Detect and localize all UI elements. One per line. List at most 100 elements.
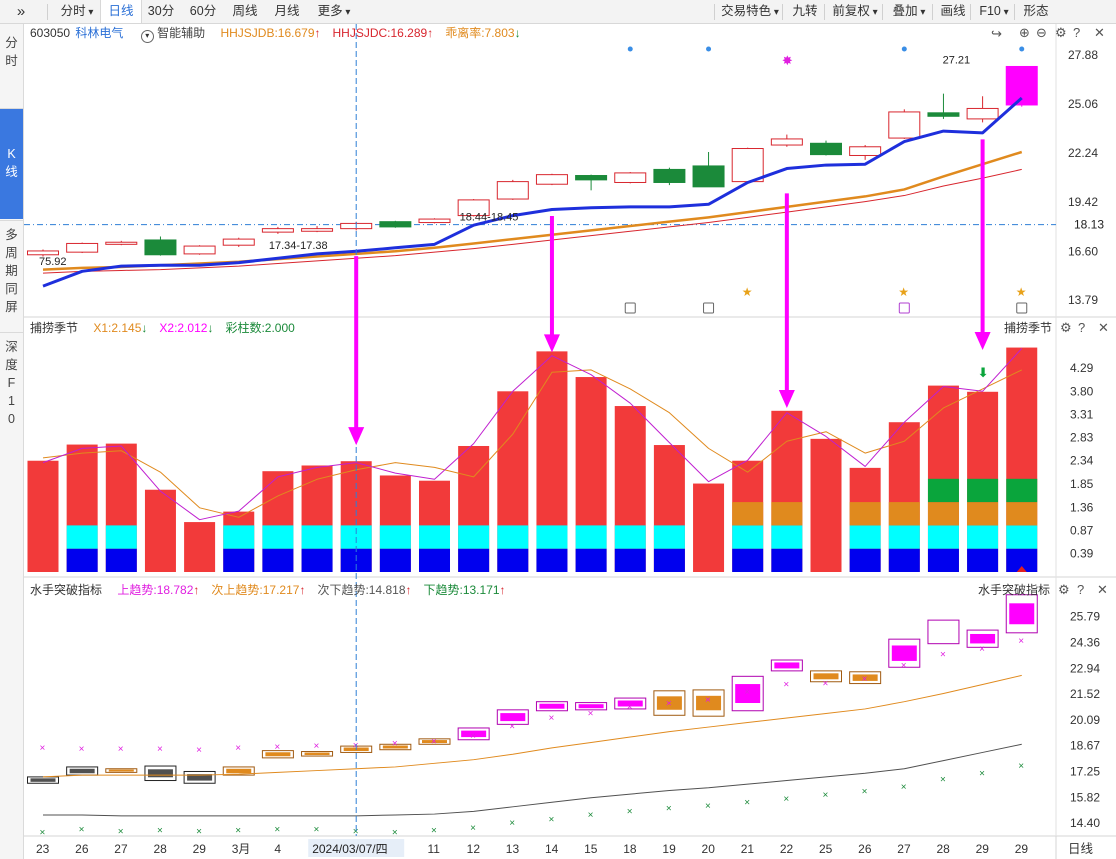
x-tick-label: 14 xyxy=(545,842,559,856)
zoom-out-icon[interactable]: ⊖ xyxy=(1036,25,1047,40)
x-tick-label: 28 xyxy=(936,842,950,856)
breakout-box-fill xyxy=(500,713,526,722)
sidebar-tab-kline[interactable]: K线 xyxy=(0,109,23,219)
up-trend-mark-icon: × xyxy=(509,721,515,732)
help-icon[interactable]: ? xyxy=(1073,25,1081,40)
candle[interactable] xyxy=(27,250,59,256)
candle[interactable] xyxy=(966,107,999,120)
candle[interactable] xyxy=(731,148,764,183)
close-icon[interactable]: ✕ xyxy=(1094,25,1105,40)
breakout-box-fill xyxy=(422,740,447,744)
panel3-title[interactable]: 水手突破指标 xyxy=(30,583,103,597)
tab-period-3[interactable]: 60分 xyxy=(182,0,224,23)
candle[interactable] xyxy=(810,142,842,156)
histogram-bar[interactable] xyxy=(184,522,216,572)
sidebar-tab-f10[interactable]: 深度F10 xyxy=(0,338,23,438)
histogram-bar[interactable] xyxy=(144,489,176,572)
note-marker-icon[interactable] xyxy=(898,302,910,314)
candle[interactable] xyxy=(849,146,882,156)
magenta-arrow-head-icon xyxy=(778,390,795,409)
star-marker-icon: ★ xyxy=(742,285,753,299)
x-tick-label: 29 xyxy=(1015,842,1029,856)
price-annotation: 18.44-18.45 xyxy=(460,211,519,223)
candle[interactable] xyxy=(418,218,451,224)
settings-icon[interactable]: ⚙ xyxy=(1058,582,1070,597)
y-tick-label: 3.80 xyxy=(1070,384,1094,398)
toolbar-button-2[interactable]: 前复权 ▾ xyxy=(826,0,884,23)
up-trend-mark-icon: × xyxy=(118,744,124,755)
candle[interactable] xyxy=(105,241,138,245)
indicator-value: HHJSJDB:16.679 xyxy=(220,26,315,40)
up-trend-mark-icon: × xyxy=(1018,636,1024,647)
histogram-bar[interactable] xyxy=(810,438,842,572)
help-icon[interactable]: ? xyxy=(1077,582,1085,597)
candle[interactable] xyxy=(457,199,490,217)
candle[interactable] xyxy=(301,228,334,232)
candle[interactable] xyxy=(222,238,255,246)
down-trend-mark-icon: × xyxy=(314,825,320,836)
candle[interactable] xyxy=(614,172,647,183)
y-tick-label: 0.87 xyxy=(1070,524,1094,538)
candle[interactable] xyxy=(261,228,294,233)
toolbar-button-1[interactable]: 九转 xyxy=(784,0,826,23)
histogram-bar[interactable] xyxy=(693,483,725,572)
candle[interactable] xyxy=(66,242,99,253)
tab-daily[interactable]: 日线 xyxy=(100,0,142,23)
toolbar-button-0[interactable]: 交易特色 ▾ xyxy=(716,0,784,23)
color-band-segment xyxy=(614,525,646,549)
settings-icon[interactable]: ⚙ xyxy=(1060,320,1072,335)
histogram-bar[interactable] xyxy=(27,460,59,572)
sidebar-tab-multi-period[interactable]: 多周期同屏 xyxy=(0,226,23,326)
color-band-segment xyxy=(888,502,920,526)
x-tick-label: 19 xyxy=(662,842,676,856)
x-tick-label: 3月 xyxy=(232,842,251,856)
candle[interactable] xyxy=(496,181,529,200)
smart-assist-label[interactable]: 智能辅助 xyxy=(157,26,206,40)
toolbar-divider xyxy=(1014,4,1015,20)
candle[interactable] xyxy=(770,138,803,146)
candle[interactable] xyxy=(575,175,608,181)
toolbar-button-6[interactable]: 形态 xyxy=(1016,0,1056,23)
up-trend-mark-icon: × xyxy=(79,744,85,755)
sidebar-divider xyxy=(0,108,23,109)
settings-icon[interactable]: ⚙ xyxy=(1055,25,1067,40)
share-icon[interactable]: ↪ xyxy=(991,26,1002,41)
toolbar-button-label: 前复权 xyxy=(832,4,870,18)
stock-name[interactable]: 科林电气 xyxy=(75,26,124,40)
up-trend-mark-icon: × xyxy=(862,674,868,685)
candle[interactable] xyxy=(927,112,960,117)
note-marker-icon[interactable] xyxy=(703,302,715,314)
toolbar-button-5[interactable]: F10 ▾ xyxy=(972,0,1016,23)
candle[interactable] xyxy=(888,111,921,139)
color-band-segment xyxy=(888,525,920,549)
note-marker-icon[interactable] xyxy=(624,302,636,314)
panel3-indicators: 上趋势:18.782↑ 次上趋势:17.217↑ 次下趋势:14.818↑ 下趋势:1… xyxy=(105,583,505,597)
candle[interactable] xyxy=(144,239,177,256)
candle[interactable] xyxy=(535,174,568,185)
panel2-indicators: X1:2.145↓ X2:2.012↓ 彩柱数:2.000 xyxy=(81,321,294,335)
zoom-in-icon[interactable]: ⊕ xyxy=(1019,25,1030,40)
panel2-title[interactable]: 捕捞季节 xyxy=(30,321,79,335)
panel2-title-right[interactable]: 捕捞季节 xyxy=(1004,321,1053,335)
current-price-box xyxy=(1058,216,1114,233)
candle[interactable] xyxy=(692,165,725,188)
close-icon[interactable]: ✕ xyxy=(1098,320,1109,335)
panel3-title-right[interactable]: 水手突破指标 xyxy=(978,583,1051,597)
note-marker-icon[interactable] xyxy=(1016,302,1028,314)
help-icon[interactable]: ? xyxy=(1078,320,1086,335)
stock-chart[interactable]: 75.92 17.34-17.38 18.44-18.45 27.21 ✸ ★ ★ ★ ⬇ ×… xyxy=(24,24,1116,859)
sidebar-tab-fenshi[interactable]: 分时 xyxy=(0,34,23,82)
close-icon[interactable]: ✕ xyxy=(1097,582,1108,597)
tab-fenshi[interactable]: 分时 ▾ xyxy=(54,0,100,23)
tab-period-4[interactable]: 周线 xyxy=(224,0,266,23)
toolbar-button-4[interactable]: 画线 xyxy=(934,0,972,23)
tab-period-2[interactable]: 30分 xyxy=(140,0,182,23)
candle[interactable] xyxy=(653,168,686,183)
toolbar-button-3[interactable]: 叠加 ▾ xyxy=(884,0,934,23)
tab-period-5[interactable]: 月线 xyxy=(266,0,308,23)
assist-dropdown-icon[interactable]: ▾ xyxy=(140,30,154,43)
candle[interactable] xyxy=(183,245,216,255)
expand-toolbar-icon[interactable]: » xyxy=(16,3,26,20)
candle[interactable] xyxy=(379,221,412,228)
tab-period-6[interactable]: 更多 ▾ xyxy=(308,0,360,23)
